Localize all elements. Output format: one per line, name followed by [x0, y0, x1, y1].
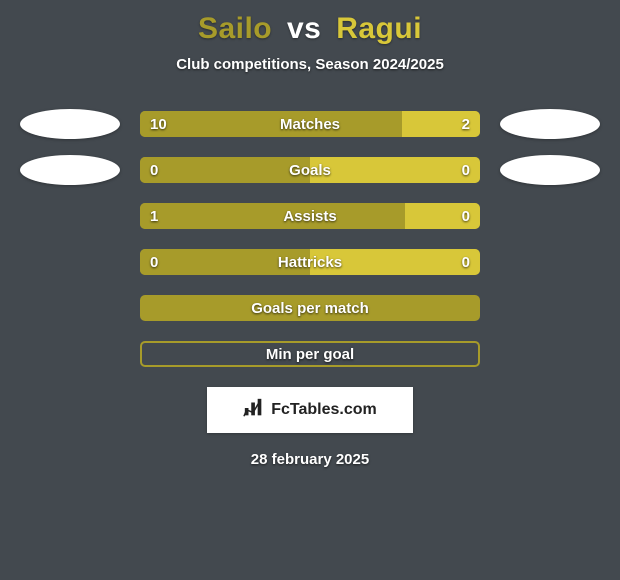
stats-rows: Matches102 Goals00 Assists10 Hattricks00 Goa… — [0, 101, 620, 377]
bar-left-fill — [140, 203, 405, 229]
stat-bar: Hattricks00 — [140, 249, 480, 275]
bar-right-fill — [402, 111, 480, 137]
title-player2: Ragui — [336, 12, 422, 45]
stat-row: Goals per match — [0, 285, 620, 331]
right-avatar-cell — [480, 155, 620, 185]
left-avatar-cell — [0, 109, 140, 139]
stat-row: Matches102 — [0, 101, 620, 147]
bar-left-fill — [140, 157, 310, 183]
bar-chart-icon — [243, 397, 265, 424]
bar-right-fill — [405, 203, 480, 229]
title-player1: Sailo — [198, 12, 272, 45]
stat-row: Min per goal — [0, 331, 620, 377]
stat-bar: Goals per match — [140, 295, 480, 321]
source-badge[interactable]: FcTables.com — [207, 387, 413, 433]
stat-bar: Goals00 — [140, 157, 480, 183]
comparison-card: Sailo vs Ragui Club competitions, Season… — [0, 0, 620, 580]
bar-left-fill — [140, 295, 480, 321]
player1-avatar — [20, 155, 120, 185]
right-avatar-cell — [480, 109, 620, 139]
badge-text: FcTables.com — [271, 401, 377, 419]
stat-bar: Matches102 — [140, 111, 480, 137]
stat-row: Goals00 — [0, 147, 620, 193]
stat-row: Assists10 — [0, 193, 620, 239]
bar-right-fill — [310, 249, 480, 275]
player2-avatar — [500, 155, 600, 185]
stat-row: Hattricks00 — [0, 239, 620, 285]
subtitle: Club competitions, Season 2024/2025 — [0, 56, 620, 73]
stat-bar: Min per goal — [140, 341, 480, 367]
title-vs: vs — [287, 12, 321, 45]
bar-right-fill — [310, 157, 480, 183]
bar-left-fill — [140, 111, 402, 137]
stat-label: Min per goal — [142, 343, 478, 365]
player1-avatar — [20, 109, 120, 139]
left-avatar-cell — [0, 155, 140, 185]
stat-bar: Assists10 — [140, 203, 480, 229]
page-title: Sailo vs Ragui — [0, 12, 620, 46]
bar-left-fill — [140, 249, 310, 275]
player2-avatar — [500, 109, 600, 139]
date-text: 28 february 2025 — [0, 451, 620, 468]
